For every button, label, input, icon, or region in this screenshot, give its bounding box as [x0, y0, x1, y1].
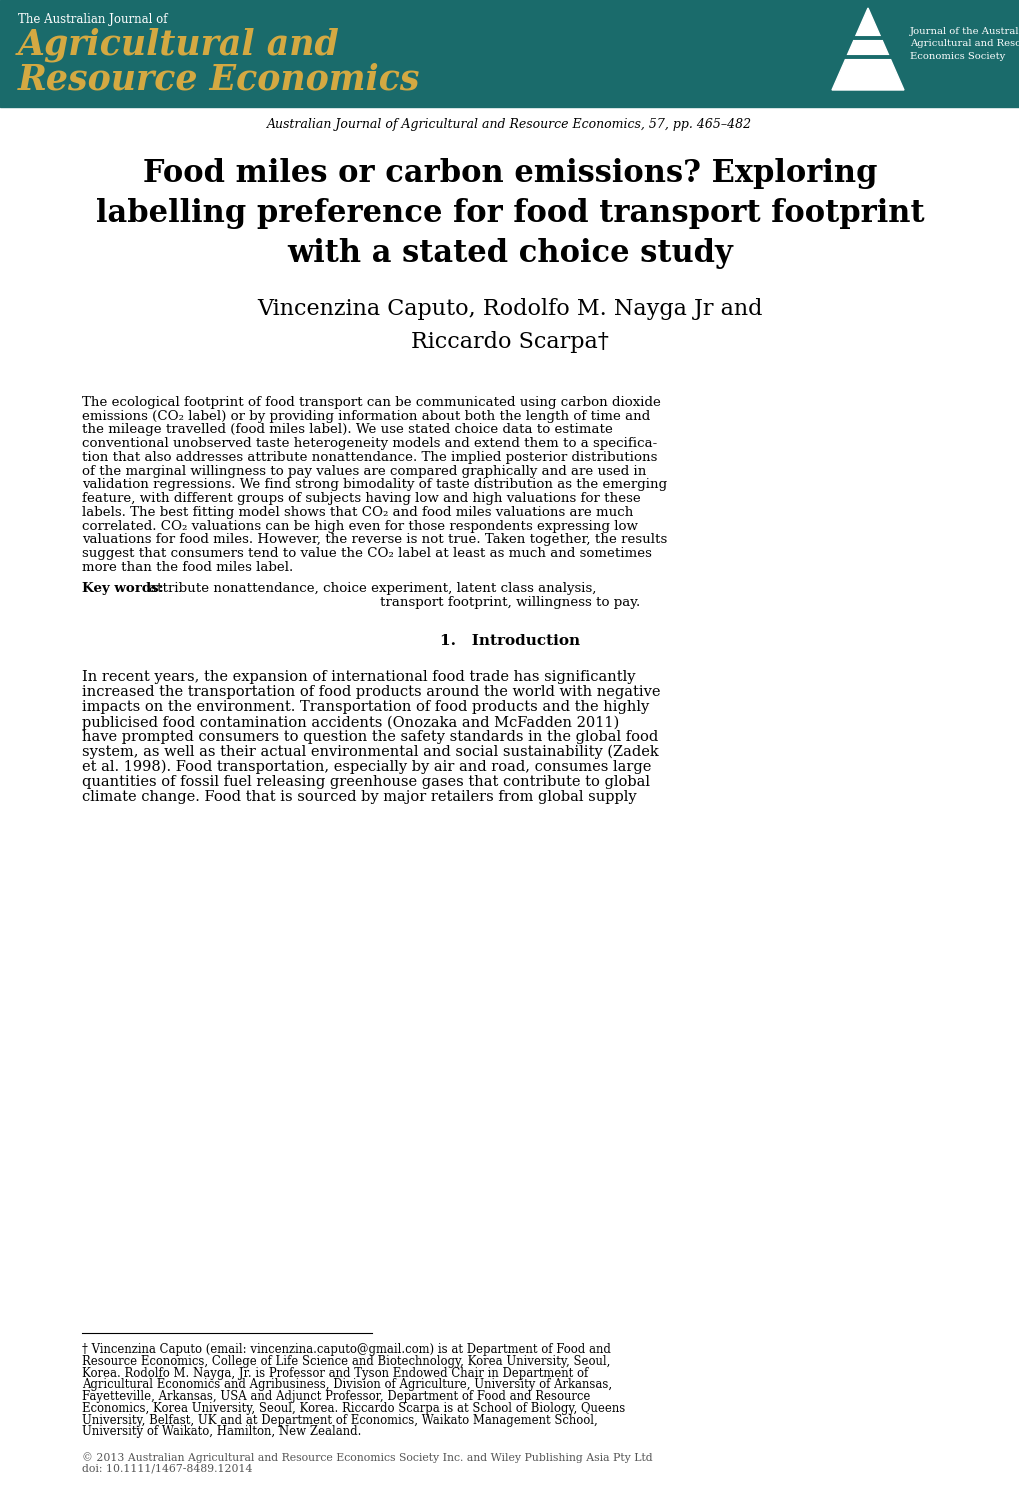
Text: In recent years, the expansion of international food trade has significantly: In recent years, the expansion of intern…	[82, 671, 635, 684]
Text: © 2013 Australian Agricultural and Resource Economics Society Inc. and Wiley Pub: © 2013 Australian Agricultural and Resou…	[82, 1452, 652, 1463]
Text: Fayetteville, Arkansas, USA and Adjunct Professor, Department of Food and Resour: Fayetteville, Arkansas, USA and Adjunct …	[82, 1390, 590, 1403]
Text: 1.   Introduction: 1. Introduction	[439, 634, 580, 649]
Text: Economics, Korea University, Seoul, Korea. Riccardo Scarpa is at School of Biolo: Economics, Korea University, Seoul, Kore…	[82, 1402, 625, 1415]
Text: of the marginal willingness to pay values are compared graphically and are used : of the marginal willingness to pay value…	[82, 464, 646, 478]
Text: University of Waikato, Hamilton, New Zealand.: University of Waikato, Hamilton, New Zea…	[82, 1426, 361, 1439]
Text: suggest that consumers tend to value the CO₂ label at least as much and sometime: suggest that consumers tend to value the…	[82, 548, 651, 559]
Text: The Australian Journal of: The Australian Journal of	[18, 13, 167, 25]
Text: conventional unobserved taste heterogeneity models and extend them to a specific: conventional unobserved taste heterogene…	[82, 437, 656, 451]
Text: impacts on the environment. Transportation of food products and the highly: impacts on the environment. Transportati…	[82, 701, 649, 714]
Text: Key words:: Key words:	[82, 582, 163, 595]
Text: University, Belfast, UK and at Department of Economics, Waikato Management Schoo: University, Belfast, UK and at Departmen…	[82, 1414, 597, 1427]
Text: with a stated choice study: with a stated choice study	[286, 238, 733, 269]
Text: Resource Economics, College of Life Science and Biotechnology, Korea University,: Resource Economics, College of Life Scie…	[82, 1354, 609, 1367]
Text: publicised food contamination accidents (Onozaka and McFadden 2011): publicised food contamination accidents …	[82, 716, 619, 729]
Bar	[0, 0, 1019, 107]
Text: attribute nonattendance, choice experiment, latent class analysis,: attribute nonattendance, choice experime…	[149, 582, 596, 595]
Text: Journal of the Australian
Agricultural and Resource
Economics Society: Journal of the Australian Agricultural a…	[909, 27, 1019, 61]
Polygon shape	[832, 7, 903, 89]
Text: Vincenzina Caputo, Rodolfo M. Nayga Jr and: Vincenzina Caputo, Rodolfo M. Nayga Jr a…	[257, 298, 762, 320]
Text: et al. 1998). Food transportation, especially by air and road, consumes large: et al. 1998). Food transportation, espec…	[82, 760, 651, 774]
Text: emissions (CO₂ label) or by providing information about both the length of time : emissions (CO₂ label) or by providing in…	[82, 409, 650, 423]
Text: † Vincenzina Caputo (email: vincenzina.caputo@gmail.com) is at Department of Foo: † Vincenzina Caputo (email: vincenzina.c…	[82, 1344, 610, 1356]
Text: increased the transportation of food products around the world with negative: increased the transportation of food pro…	[82, 686, 660, 699]
Text: system, as well as their actual environmental and social sustainability (Zadek: system, as well as their actual environm…	[82, 745, 658, 759]
Text: The ecological footprint of food transport can be communicated using carbon diox: The ecological footprint of food transpo…	[82, 396, 660, 409]
Text: Food miles or carbon emissions? Exploring: Food miles or carbon emissions? Explorin…	[143, 158, 876, 189]
Text: Korea. Rodolfo M. Nayga, Jr. is Professor and Tyson Endowed Chair in Department : Korea. Rodolfo M. Nayga, Jr. is Professo…	[82, 1366, 588, 1379]
Text: labelling preference for food transport footprint: labelling preference for food transport …	[96, 198, 923, 229]
Text: the mileage travelled (food miles label). We use stated choice data to estimate: the mileage travelled (food miles label)…	[82, 424, 612, 436]
Text: Agricultural Economics and Agribusiness, Division of Agriculture, University of : Agricultural Economics and Agribusiness,…	[82, 1378, 611, 1391]
Text: doi: 10.1111/1467-8489.12014: doi: 10.1111/1467-8489.12014	[82, 1464, 252, 1473]
Text: labels. The best fitting model shows that CO₂ and food miles valuations are much: labels. The best fitting model shows tha…	[82, 506, 633, 519]
Text: valuations for food miles. However, the reverse is not true. Taken together, the: valuations for food miles. However, the …	[82, 533, 666, 546]
Text: Agricultural and: Agricultural and	[18, 27, 339, 61]
Text: climate change. Food that is sourced by major retailers from global supply: climate change. Food that is sourced by …	[82, 790, 636, 804]
Text: feature, with different groups of subjects having low and high valuations for th: feature, with different groups of subjec…	[82, 493, 640, 504]
Text: transport footprint, willingness to pay.: transport footprint, willingness to pay.	[379, 597, 640, 609]
Text: validation regressions. We find strong bimodality of taste distribution as the e: validation regressions. We find strong b…	[82, 478, 666, 491]
Text: Australian Journal of Agricultural and Resource Economics, 57, pp. 465–482: Australian Journal of Agricultural and R…	[267, 118, 752, 131]
Text: Riccardo Scarpa†: Riccardo Scarpa†	[411, 330, 608, 353]
Text: tion that also addresses attribute nonattendance. The implied posterior distribu: tion that also addresses attribute nonat…	[82, 451, 656, 464]
Text: correlated. CO₂ valuations can be high even for those respondents expressing low: correlated. CO₂ valuations can be high e…	[82, 519, 637, 533]
Text: have prompted consumers to question the safety standards in the global food: have prompted consumers to question the …	[82, 731, 657, 744]
Text: Resource Economics: Resource Economics	[18, 62, 420, 97]
Text: quantities of fossil fuel releasing greenhouse gases that contribute to global: quantities of fossil fuel releasing gree…	[82, 775, 649, 789]
Text: more than the food miles label.: more than the food miles label.	[82, 561, 293, 574]
